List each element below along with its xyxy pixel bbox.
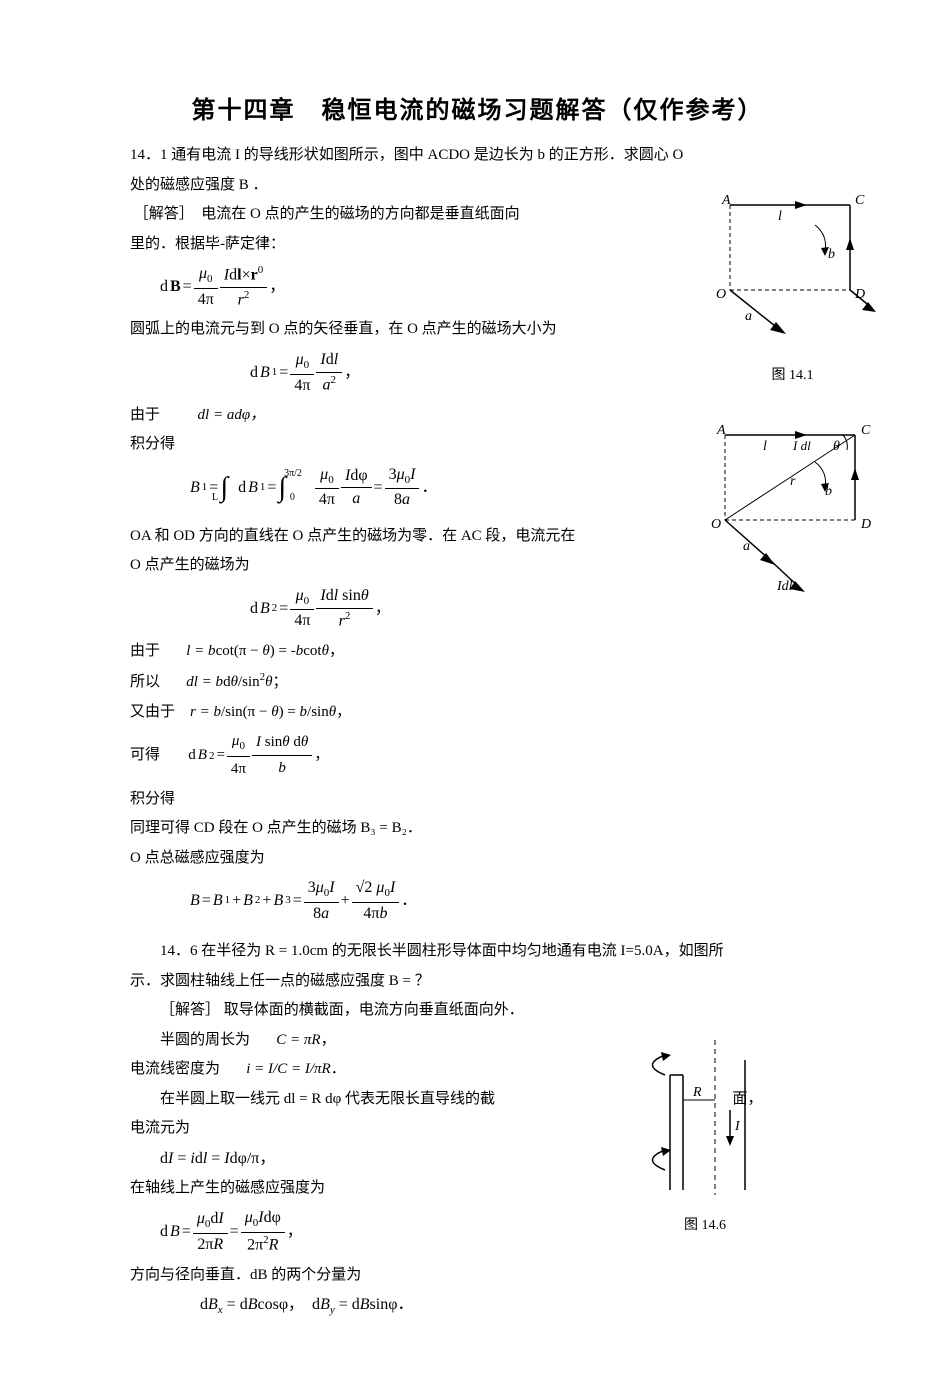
fig1-label-D: D xyxy=(854,287,865,302)
p14-1-problem-line1: 14．1 通有电流 I 的导线形状如图所示，图中 ACDO 是边长为 b 的正方… xyxy=(130,143,825,169)
figure-14-1-caption: 图 14.1 xyxy=(700,364,885,384)
p14-6-problem-line1: 14．6 在半径为 R = 1.0cm 的无限长半圆柱形导体面中均匀地通有电流 … xyxy=(130,939,825,965)
fig1-label-a: a xyxy=(745,309,752,324)
figure-14-6-caption: 图 14.6 xyxy=(615,1214,795,1234)
label-since: 由于 xyxy=(130,407,160,423)
problem-text-6a: 在半径为 R = 1.0cm 的无限长半圆柱形导体面中均匀地通有电流 I=5.0… xyxy=(198,943,724,959)
p14-6-line7: 方向与径向垂直．dB 的两个分量为 xyxy=(130,1263,825,1289)
fig1-label-b: b xyxy=(828,247,835,262)
p14-1-line9: 可得 dB2 = μ04π I sinθ dθb ， xyxy=(130,729,825,782)
fig1-label-O: O xyxy=(716,287,726,302)
fig2-label-r: r xyxy=(790,474,796,489)
fig6-label-R: R xyxy=(692,1085,702,1100)
problem-text-a: 通有电流 I 的导线形状如图所示，图中 ACDO 是边长为 b 的正方形．求圆心… xyxy=(168,147,684,163)
figure-14-1-svg: A C O D l b a xyxy=(700,190,885,355)
fig1-label-A: A xyxy=(721,193,731,208)
line4a-text: 在半圆上取一线元 dl = R dφ 代表无限长直导线的截 xyxy=(160,1091,495,1107)
fig2-label-theta: θ xyxy=(833,439,840,454)
page: 第十四章 稳恒电流的磁场习题解答（仅作参考） 14．1 通有电流 I 的导线形状… xyxy=(0,0,945,1385)
fig2-label-a: a xyxy=(743,539,750,554)
p14-6-ans1: ［解答］ 取导体面的横截面，电流方向垂直纸面向外． xyxy=(130,998,825,1024)
p14-1-line12: O 点总磁感应强度为 xyxy=(130,846,825,872)
label-get: 可得 xyxy=(130,743,160,769)
fig2-label-l: l xyxy=(763,439,767,454)
eq-Btotal: B = B1 + B2 + B3 = 3μ0I8a + √2 μ0I4πb ． xyxy=(190,877,825,925)
figure-14-1: A C O D l b a 图 14.1 xyxy=(700,190,885,384)
answer-text-1a: 电流在 O 点的产生的磁场的方向都是垂直纸面向 xyxy=(186,206,519,222)
figure-14-6-svg: R I xyxy=(615,1030,795,1205)
answer-label-6: ［解答］ xyxy=(160,1002,220,1018)
p14-1-line7: 所以 dl = bdθ/sin2θ； xyxy=(130,668,825,696)
fig2-label-O: O xyxy=(711,517,721,532)
p14-6-problem-line2: 示．求圆柱轴线上任一点的磁感应强度 B = ？ xyxy=(130,969,825,995)
eq-dl-adp: dl = adφ， xyxy=(198,407,266,423)
figure-14-1-detail-svg: A C O D l I dl θ r b a Idl xyxy=(695,420,895,610)
fig2-label-Idl-bot: Idl xyxy=(776,579,793,594)
label-since2: 由于 xyxy=(130,643,160,659)
p14-1-line8: 又由于 r = b/sin(π − θ) = b/sinθ， xyxy=(130,700,825,726)
fig1-label-C: C xyxy=(855,193,865,208)
label-so: 所以 xyxy=(130,674,160,690)
label-perim: 半圆的周长为 xyxy=(160,1032,250,1048)
fig2-label-C: C xyxy=(861,423,871,438)
fig6-label-I: I xyxy=(734,1119,741,1134)
eq-dl2: dl = b xyxy=(186,674,223,690)
answer-label: ［解答］ xyxy=(134,206,187,222)
fig1-label-l: l xyxy=(778,209,782,224)
eq-C: C = πR xyxy=(276,1032,320,1048)
figure-14-6: R I 图 14.6 xyxy=(615,1030,795,1234)
p14-1-line10: 积分得 xyxy=(130,787,825,813)
label-also: 又由于 xyxy=(130,704,175,720)
p14-1-line6: 由于 l = bcot(π − θ) = -bcotθ， xyxy=(130,639,825,665)
problem-number-6: 14．6 xyxy=(160,943,198,959)
fig2-label-Idl: I dl xyxy=(792,438,811,453)
eq-i: i = I/C = I/πR xyxy=(246,1061,330,1077)
eq-components: dBx = dBcosφ， dBy = dBsinφ． xyxy=(200,1294,825,1319)
problem-number: 14．1 xyxy=(130,147,168,163)
label-density: 电流线密度为 xyxy=(130,1061,220,1077)
eq-r-sin: r = b xyxy=(190,704,221,720)
p14-1-line11: 同理可得 CD 段在 O 点产生的磁场 B₃ = B₂． xyxy=(130,816,825,842)
fig2-label-D: D xyxy=(860,517,871,532)
fig2-label-b: b xyxy=(825,484,832,499)
figure-14-1-detail: A C O D l I dl θ r b a Idl xyxy=(695,420,895,615)
fig2-label-A: A xyxy=(716,423,726,438)
answer-text-6: 取导体面的横截面，电流方向垂直纸面向外． xyxy=(220,1002,524,1018)
eq-l-cot: l = b xyxy=(186,643,215,659)
chapter-title: 第十四章 稳恒电流的磁场习题解答（仅作参考） xyxy=(130,90,825,125)
